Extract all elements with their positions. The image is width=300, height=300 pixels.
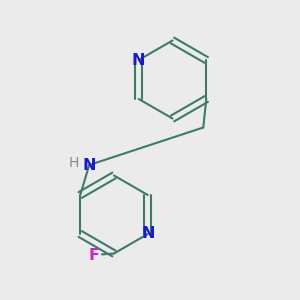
Text: F: F <box>89 248 100 262</box>
Text: H: H <box>68 156 79 170</box>
Text: N: N <box>141 226 154 242</box>
Text: N: N <box>132 52 146 68</box>
Text: N: N <box>82 158 96 172</box>
